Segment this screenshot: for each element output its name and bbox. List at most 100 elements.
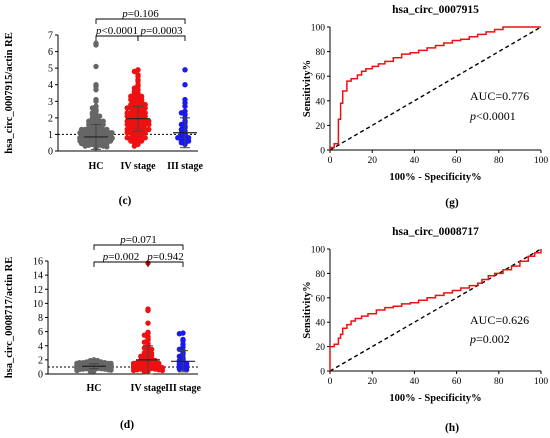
comparison-bracket [93,244,184,250]
y-tick-label: 8 [38,313,43,324]
y-tick-label: 6 [38,327,43,338]
comparison-bracket [95,18,186,24]
y-tick-label: 60 [316,73,326,83]
p-value-label: p=0.942 [146,251,183,263]
y-tick-label: 80 [316,48,326,58]
data-point [93,63,99,70]
data-point [82,143,88,149]
y-tick-label: 80 [316,270,326,280]
x-tick-label: 80 [494,377,504,387]
data-point [182,67,188,73]
data-point [124,105,130,111]
data-point [141,369,148,375]
y-tick-label: 40 [316,97,326,107]
category-label: III stage [167,161,203,172]
data-point [87,368,94,374]
data-point [145,320,151,326]
data-point [108,367,114,373]
panel-label: (g) [445,197,459,209]
x-tick-label: 80 [494,156,504,166]
data-point [124,121,130,128]
y-tick-label: 10 [33,299,43,310]
p-value-label: p=0.071 [119,234,156,246]
data-point [93,98,99,104]
y-tick-label: 3 [48,97,53,108]
data-point [124,130,130,136]
p-value-label: p<0.0001 [469,109,516,123]
roc-panel-h: 00 20 20 40 40 60 60 80 80 100 100 hsa_circ_0008717… [302,226,548,434]
p-value-label: p=0.002 [469,332,510,346]
auc-label: AUC=0.626 [470,313,529,327]
y-tick-label: 7 [48,31,53,42]
p-value-label: p<0.0001 [95,25,138,37]
chance-diagonal [329,26,542,151]
x-tick-label: 60 [452,156,462,166]
x-tick-label: 0 [328,377,333,387]
comparison-bracket [147,261,184,267]
roc-panel-g: 00 20 20 40 40 60 60 80 80 100 100 hsa_circ_0007915… [302,4,548,209]
data-point [182,103,188,109]
data-point [182,82,188,88]
y-axis-label: Sensitivity% [302,60,313,117]
data-point [146,121,152,128]
x-tick-label: 40 [410,156,420,166]
x-tick-label: 20 [367,377,377,387]
y-tick-label: 0 [320,368,325,378]
y-tick-label: 2 [38,355,43,366]
category-label: III stage [165,383,201,394]
scatter-panel-c: 0 1 2 3 4 5 6 7 hsa_circ_0007915/actin RE HC IV st… [4,18,203,207]
data-point [175,135,181,141]
panel-label: (c) [119,195,132,207]
x-tick-label: 20 [367,156,377,166]
y-tick-label: 4 [38,341,43,352]
y-axis-label: Sensitivity% [302,281,313,338]
category-label: IV stage [130,383,166,394]
data-point [146,126,152,133]
x-tick-label: 100 [534,377,549,387]
y-tick-label: 20 [316,122,326,132]
p-value-label: p=0.002 [102,251,139,263]
data-point [142,135,148,141]
scatter-panel-d: 0 2 4 6 8 10 12 14 16 hsa_circ_0008717/actin RE HC… [4,244,201,431]
panel-label: (h) [445,422,459,434]
roc-curve [329,26,541,150]
data-point [176,366,183,372]
x-tick-label: 60 [452,377,462,387]
y-tick-label: 5 [48,64,53,75]
auc-label: AUC=0.776 [470,89,529,103]
x-tick-label: 100 [534,156,549,166]
y-tick-label: 20 [316,343,326,353]
y-tick-label: 16 [33,257,43,268]
comparison-bracket [137,35,186,41]
category-label: HC [89,161,104,172]
y-tick-label: 100 [311,24,326,34]
category-label: HC [87,383,102,394]
p-value-label: p=0.0003 [140,25,183,37]
y-tick-label: 40 [316,319,326,329]
x-tick-label: 40 [410,377,420,387]
y-tick-label: 100 [311,246,326,256]
data-point [176,331,183,337]
panel-label: (d) [120,419,134,431]
x-axis-label: 100% - Specificity% [389,393,481,404]
data-point [124,135,130,141]
y-tick-label: 0 [48,147,53,158]
chance-diagonal [329,248,542,372]
data-point [131,68,138,75]
y-tick-label: 60 [316,294,326,304]
y-tick-label: 0 [38,370,43,381]
y-tick-label: 6 [48,47,53,58]
data-point [159,367,166,374]
chart-title: hsa_circ_0007915 [392,4,479,16]
y-axis-label: hsa_circ_0008717/actin RE [4,257,15,378]
y-tick-label: 2 [48,113,53,124]
data-point [130,367,137,374]
y-tick-label: 12 [33,285,43,296]
x-axis-label: 100% - Specificity% [389,172,481,183]
chart-title: hsa_circ_0008717 [392,226,479,238]
data-point [131,143,138,149]
data-point [104,144,110,150]
data-point [183,367,190,373]
y-tick-label: 1 [48,130,53,141]
